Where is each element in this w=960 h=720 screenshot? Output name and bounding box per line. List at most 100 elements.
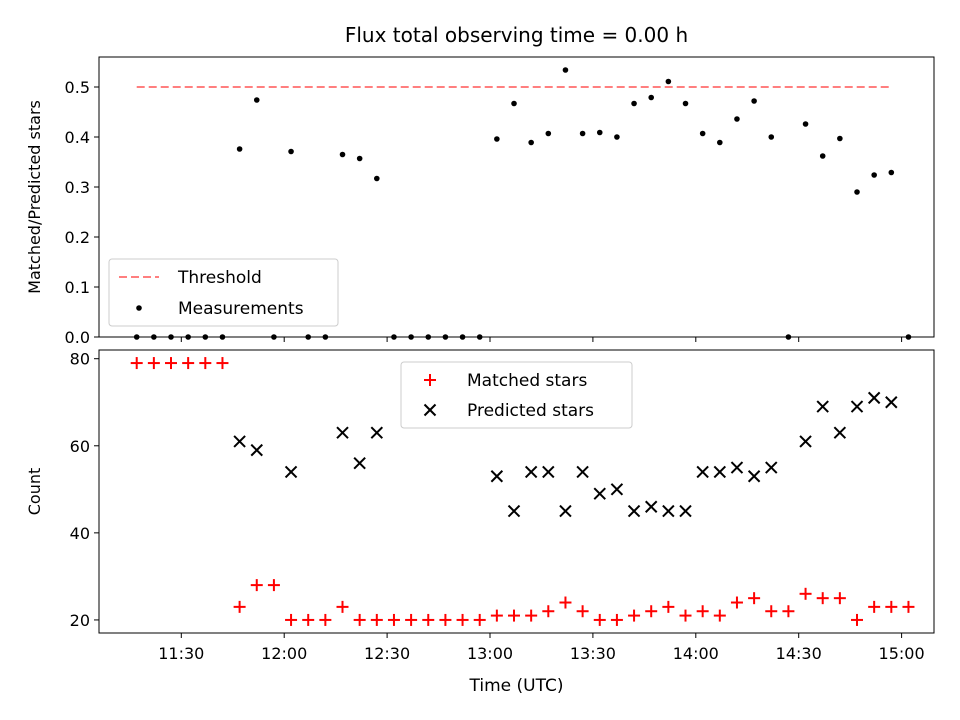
predicted-star-point <box>507 504 521 518</box>
predicted-star-point <box>645 500 658 513</box>
measurement-point <box>699 130 706 137</box>
bottom-legend: Matched stars Predicted stars <box>400 361 633 429</box>
matched-star-point <box>233 600 246 613</box>
matched-star-point <box>165 357 178 370</box>
matched-star-point <box>456 613 469 626</box>
predicted-star-point <box>353 456 366 470</box>
matched-star-point <box>336 600 349 613</box>
measurement-point <box>219 334 226 340</box>
predicted-star-point-b <box>627 504 641 518</box>
predicted-star-point-b <box>576 465 589 479</box>
measurement-point <box>288 148 294 155</box>
predicted-star-point-b <box>885 396 898 409</box>
measurement-point <box>391 334 397 340</box>
matched-star-point <box>353 613 366 626</box>
top-panel: Flux total observing time = 0.00 h 0.0 0.1… <box>25 23 935 347</box>
predicted-star-point-b <box>370 426 384 439</box>
measurement-point <box>202 334 209 340</box>
measurement-point <box>665 78 672 85</box>
matched-star-point <box>799 587 812 600</box>
y-tick-label-1: 60 <box>70 437 90 456</box>
measurement-point <box>322 334 329 340</box>
matched-star-point <box>610 613 623 626</box>
measurement-point <box>185 334 191 340</box>
x-tick-label: 12:30 <box>364 644 410 663</box>
legend-matched-swatch <box>424 374 436 386</box>
legend-threshold-label: Threshold <box>177 268 262 288</box>
predicted-star-point <box>524 465 538 479</box>
predicted-star-point <box>284 465 298 479</box>
predicted-star-point <box>542 465 555 479</box>
measurement-point <box>871 172 877 178</box>
measurement-point <box>494 136 500 142</box>
measurement-point <box>339 151 346 158</box>
predicted-star-point <box>765 461 778 474</box>
predicted-star-point-b <box>747 470 761 483</box>
matched-star-point <box>319 613 332 626</box>
x-tick-label: 14:00 <box>673 644 719 663</box>
predicted-star-point <box>662 504 675 518</box>
matched-star-point <box>508 609 521 622</box>
y-axis-label-1: Count <box>25 468 44 516</box>
predicted-star-point-b <box>696 465 709 479</box>
predicted-star-point <box>250 443 263 457</box>
matched-star-point <box>130 357 143 370</box>
matched-star-point <box>765 605 778 618</box>
predicted-star-point <box>747 470 761 483</box>
predicted-star-point-b <box>524 465 538 479</box>
measurement-point <box>562 67 569 73</box>
chart-title: Flux total observing time = 0.00 h <box>345 23 688 47</box>
measurement-point <box>271 334 277 340</box>
y-tick-label-1: 20 <box>70 611 90 630</box>
predicted-star-point-b <box>610 483 624 496</box>
measurement-point <box>425 334 432 340</box>
measurement-point <box>545 130 552 137</box>
predicted-star-point-b <box>336 426 349 439</box>
matched-star-point <box>542 605 555 618</box>
predicted-star-point <box>696 465 709 479</box>
measurement-point <box>236 146 243 152</box>
predicted-star-point-b <box>542 465 555 479</box>
y-tick-label-0: 0.4 <box>65 128 90 147</box>
measurement-point <box>854 189 860 195</box>
predicted-star-point <box>799 435 812 448</box>
predicted-star-point <box>816 400 829 413</box>
matched-star-point <box>490 609 503 622</box>
matched-star-point <box>645 605 658 618</box>
x-tick-label: 14:30 <box>776 644 822 663</box>
matched-star-point <box>525 609 538 622</box>
x-tick-label: 13:30 <box>570 644 616 663</box>
y-tick-label-1: 80 <box>70 350 90 369</box>
matched-star-point <box>576 605 589 618</box>
matched-star-point <box>713 609 726 622</box>
predicted-star-point-b <box>765 461 778 474</box>
predicted-star-point-b <box>353 456 366 470</box>
bottom-panel: 20 40 60 80 11:30 12:00 12:30 13:00 13:30 14:00 14… <box>25 349 935 696</box>
predicted-star-point <box>713 465 727 479</box>
matched-star-point <box>182 357 195 370</box>
predicted-star-point-b <box>799 435 812 448</box>
y-tick-label-0: 0.0 <box>65 328 90 347</box>
axes-frame-0 <box>98 56 935 338</box>
measurement-point <box>476 334 483 340</box>
y-tick-label-1: 40 <box>70 524 90 543</box>
predicted-star-point-b <box>713 465 727 479</box>
matched-star-point <box>405 613 418 626</box>
matched-star-point <box>387 613 400 626</box>
predicted-star-point <box>233 435 246 448</box>
y-tick-label-0: 0.1 <box>65 278 90 297</box>
measurement-point <box>819 153 826 159</box>
matched-star-point <box>285 613 298 626</box>
measurement-point <box>682 100 689 107</box>
matched-star-point <box>885 600 898 613</box>
matched-star-point <box>370 613 383 626</box>
measurement-point <box>374 175 380 182</box>
matched-star-point <box>216 357 229 370</box>
predicted-star-point-b <box>833 426 847 439</box>
x-tick-label: 11:30 <box>158 644 204 663</box>
legend-measurements-swatch <box>136 305 142 311</box>
predicted-star-point-b <box>645 500 658 513</box>
legend-box <box>400 361 633 429</box>
matched-star-point <box>559 596 572 609</box>
legend-predicted-swatch-b <box>423 403 437 417</box>
